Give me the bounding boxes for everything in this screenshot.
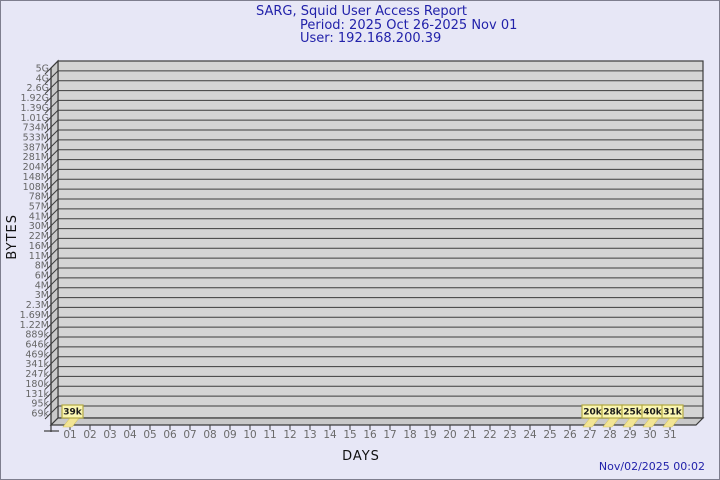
y-tick-label: 6M [35, 271, 49, 282]
y-tick-label: 148M [23, 172, 49, 183]
y-tick-label: 78M [29, 192, 49, 203]
y-tick-label: 131k [25, 389, 49, 400]
y-tick-label: 1.69M [20, 310, 49, 321]
generated-timestamp: Nov/02/2025 00:02 [598, 460, 705, 473]
y-tick-label: 8M [35, 261, 49, 272]
x-tick-label: 08 [203, 429, 216, 441]
y-tick [44, 60, 59, 75]
x-tick-label: 22 [483, 429, 496, 441]
x-tick-label: 19 [423, 429, 436, 441]
x-tick-label: 02 [83, 429, 96, 441]
y-tick-label: 533M [23, 133, 49, 144]
y-tick-label: 3M [35, 290, 49, 301]
y-tick-label: 734M [23, 123, 49, 134]
bar-value-badge [661, 404, 684, 419]
y-tick-label: 2.3M [26, 300, 49, 311]
y-tick-label: 5G [36, 64, 49, 75]
x-tick-label: 17 [383, 429, 396, 441]
y-tick-label: 247k [25, 369, 49, 380]
x-tick-label: 13 [303, 429, 316, 441]
y-tick-label: 1.39G [20, 103, 49, 114]
y-tick-label: 204M [23, 162, 49, 173]
x-tick-label: 27 [583, 429, 596, 441]
x-tick-label: 30 [643, 429, 656, 441]
bar-value-label: 28k [603, 408, 623, 418]
y-tick-label: 11M [29, 251, 49, 262]
y-tick-label: 1.01G [20, 113, 49, 124]
report-title: SARG, Squid User Access Report [256, 4, 467, 19]
x-tick-label: 11 [263, 429, 276, 441]
y-tick-label: 30M [29, 221, 49, 232]
y-tick-label: 95k [31, 399, 49, 410]
y-tick-label: 646k [25, 340, 49, 351]
x-tick-label: 15 [343, 429, 356, 441]
y-tick-label: 1.22M [20, 320, 49, 331]
x-tick-label: 07 [183, 429, 196, 441]
y-tick-label: 180k [25, 379, 49, 390]
bar-value-label: 31k [663, 408, 683, 418]
x-tick-label: 21 [463, 429, 476, 441]
axis-floor [49, 417, 705, 426]
report-period: Period: 2025 Oct 26-2025 Nov 01 [300, 18, 518, 33]
bar-value-label: 39k [63, 408, 83, 418]
x-tick-label: 14 [323, 429, 337, 441]
y-tick-label: 69k [31, 409, 49, 420]
y-tick-label: 341k [25, 359, 49, 370]
x-tick-label: 23 [503, 429, 516, 441]
x-tick-label: 18 [403, 429, 416, 441]
y-tick-label: 469k [25, 349, 49, 360]
y-tick-label: 889k [25, 330, 49, 341]
bar-value-label: 40k [643, 408, 663, 418]
y-tick-label: 4M [35, 280, 49, 291]
x-tick-label: 05 [143, 429, 156, 441]
x-tick-label: 26 [563, 429, 577, 441]
y-tick-label: 1.92G [20, 93, 49, 104]
y-tick-label: 4G [36, 73, 49, 84]
x-tick-label: 25 [543, 429, 556, 441]
bar-value-label: 25k [623, 408, 643, 418]
y-tick-label: 41M [29, 211, 49, 222]
x-tick-label: 09 [223, 429, 236, 441]
plot-area [57, 60, 704, 419]
x-tick-label: 01 [63, 429, 76, 441]
x-tick-label: 16 [363, 429, 377, 441]
y-tick-label: 16M [29, 241, 49, 252]
x-tick-label: 29 [623, 429, 636, 441]
report-user: User: 192.168.200.39 [300, 31, 442, 46]
x-tick-label: 06 [163, 429, 177, 441]
x-tick-label: 03 [103, 429, 116, 441]
x-tick-label: 10 [243, 429, 256, 441]
x-tick-label: 24 [523, 429, 537, 441]
x-tick-label: 28 [603, 429, 616, 441]
x-tick-label: 12 [283, 429, 296, 441]
y-tick-label: 2.6G [27, 83, 49, 94]
y-tick-label: 281M [23, 152, 49, 163]
x-tick-label: 04 [123, 429, 137, 441]
bar-value-label: 20k [583, 408, 603, 418]
x-tick-label: 31 [663, 429, 676, 441]
y-tick-label: 108M [23, 182, 49, 193]
x-tick-label: 20 [443, 429, 456, 441]
bar-value-badge [61, 404, 84, 419]
y-tick-label: 57M [29, 202, 49, 213]
y-tick-label: 387M [23, 142, 49, 153]
y-tick-label: 22M [29, 231, 49, 242]
x-axis-title: DAYS [342, 449, 380, 464]
